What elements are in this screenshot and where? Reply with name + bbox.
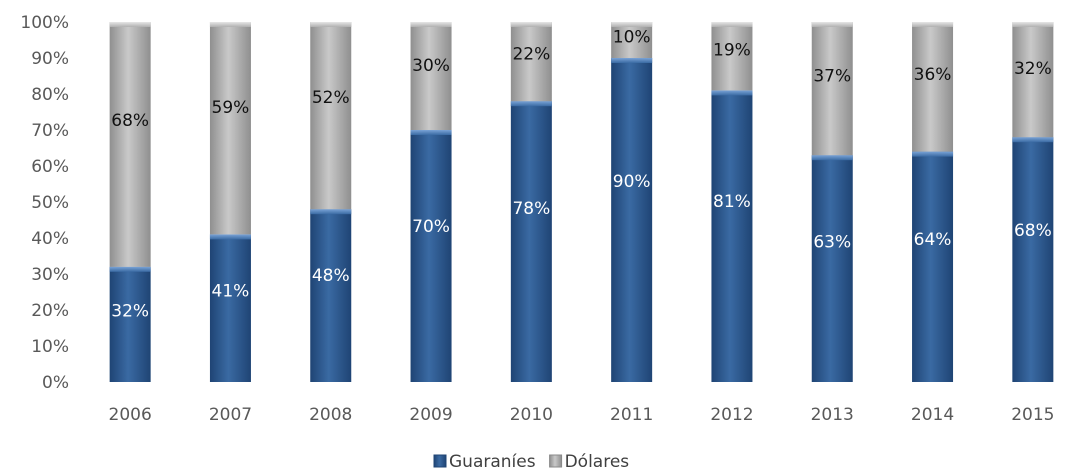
legend-label: Dólares [565,452,630,472]
data-label: 52% [312,88,350,108]
data-label: 81% [713,192,751,212]
bar-cap [410,130,452,135]
bar-cap [811,22,853,27]
data-label: 68% [1014,221,1052,241]
bar-cap [510,22,552,27]
bar-segment-dolares [109,22,151,267]
x-tick-label: 2008 [309,405,352,425]
bar-cap [1012,137,1054,143]
bar-segment-guaranies [611,58,653,382]
y-tick-label: 60% [31,157,69,177]
bar-segment-dolares [611,22,653,58]
data-label: 59% [212,98,250,118]
data-label: 30% [412,56,450,76]
bar-segment-dolares [711,22,753,91]
data-label: 36% [914,65,952,85]
bar-cap [510,101,552,107]
data-label: 10% [613,27,651,47]
y-tick-label: 0% [42,373,69,393]
legend-swatch [433,454,447,468]
y-axis: 0% 10% 20% 30% 40% 50% 60% 70% 80% 90% 100% [20,13,69,393]
x-tick-label: 2009 [409,405,452,425]
bar-cap [310,209,352,215]
data-label: 48% [312,266,350,286]
bar-cap [611,58,653,63]
legend-label: Guaraníes [449,452,536,472]
bar-cap [811,155,853,161]
bar-cap [410,22,452,27]
bar-cap [209,234,251,240]
data-label: 64% [914,230,952,250]
data-label: 32% [1014,59,1052,79]
bar-segment-guaranies [510,101,552,382]
data-label: 78% [512,199,550,219]
data-label: 19% [713,40,751,60]
bar-cap [109,22,151,27]
data-label: 41% [212,281,250,301]
data-label: 32% [111,302,149,322]
data-label: 22% [512,45,550,65]
bar-segment-dolares [811,22,853,156]
bar-cap [711,90,753,96]
x-tick-label: 2015 [1011,405,1054,425]
bar-cap [611,22,653,27]
legend-swatch [549,454,563,468]
bar-segment-dolares [510,22,552,102]
y-tick-label: 100% [20,13,69,33]
bar-segment-guaranies [811,155,853,382]
data-label: 37% [813,66,851,86]
x-tick-label: 2006 [109,405,152,425]
bar-cap [912,22,954,27]
x-tick-label: 2012 [710,405,753,425]
y-tick-label: 40% [31,229,69,249]
y-tick-label: 10% [31,337,69,357]
bar-segment-guaranies [912,151,954,382]
data-label: 90% [613,172,651,192]
y-tick-label: 70% [31,121,69,141]
bar-segment-guaranies [410,130,452,382]
x-tick-label: 2013 [811,405,854,425]
legend: Guaraníes Dólares [433,452,630,472]
bar-segment-guaranies [310,209,352,382]
data-label: 63% [813,232,851,252]
bar-cap [1012,22,1054,27]
data-label: 70% [412,217,450,237]
x-tick-label: 2011 [610,405,653,425]
bar-segment-guaranies [209,234,251,382]
y-tick-label: 50% [31,193,69,213]
y-tick-label: 90% [31,49,69,69]
bar-segment-dolares [410,22,452,130]
bar-cap [711,22,753,27]
bar-segment-dolares [209,22,251,235]
bar-cap [912,151,954,157]
bar-cap [109,266,151,272]
bars: 32% 68% 41% 59% 48% 52% 70% 30% 78% 22% 90% 10% 81% 1… [109,22,1054,383]
y-tick-label: 20% [31,301,69,321]
bar-segment-guaranies [711,90,753,383]
bar-segment-dolares [912,22,954,152]
x-axis: 2006 2007 2008 2009 2010 2011 2012 2013 2014 2015 [109,405,1055,425]
data-label: 68% [111,111,149,131]
bar-segment-guaranies [1012,137,1054,382]
bar-segment-dolares [310,22,352,210]
x-tick-label: 2014 [911,405,954,425]
x-tick-label: 2010 [510,405,553,425]
x-tick-label: 2007 [209,405,252,425]
bar-cap [209,22,251,27]
bar-segment-guaranies [109,266,151,382]
y-tick-label: 30% [31,265,69,285]
bar-segment-dolares [1012,22,1054,138]
bar-cap [310,22,352,27]
y-tick-label: 80% [31,85,69,105]
